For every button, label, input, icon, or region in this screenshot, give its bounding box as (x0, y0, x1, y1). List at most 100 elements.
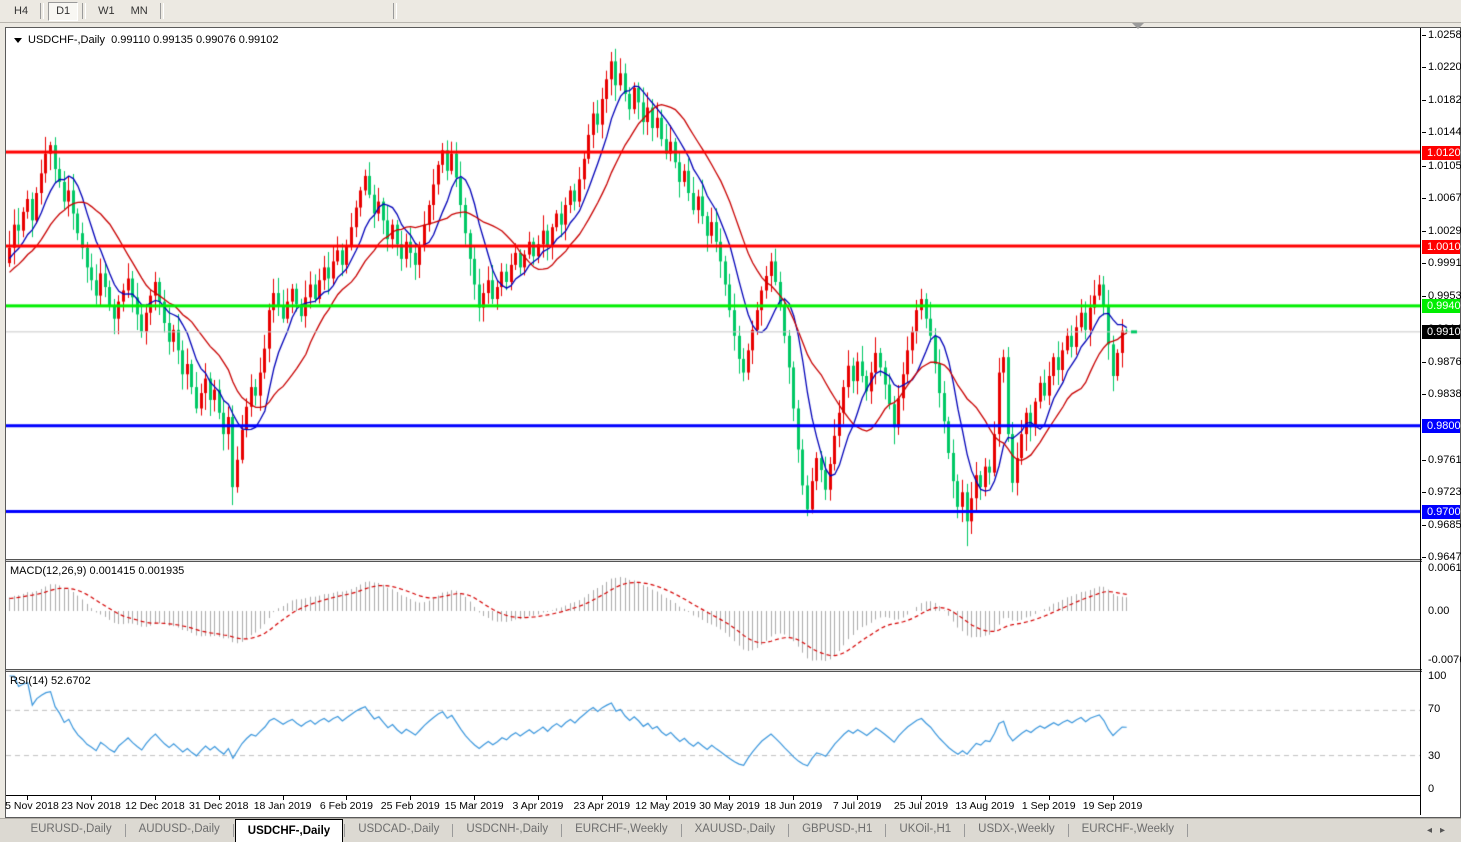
price-axis-tick (1422, 34, 1426, 36)
price-tick-label: 1.02580 (1428, 28, 1461, 41)
price-tick-label: 0.96470 (1428, 551, 1461, 564)
date-tick-label: 7 Jul 2019 (832, 800, 882, 812)
price-tick-label: 1.01050 (1428, 159, 1461, 172)
chart-tab-xauusd-daily[interactable]: XAUUSD-,Daily (694, 823, 776, 835)
rsi-axis-label: 30 (1428, 750, 1441, 762)
price-axis-tick (1422, 394, 1426, 396)
dropdown-triangle-icon[interactable] (14, 38, 22, 43)
date-axis-tick (729, 796, 731, 800)
tab-scroll-right-icon[interactable]: ▸ (1439, 825, 1453, 836)
timeframe-button-h4[interactable]: H4 (14, 5, 29, 17)
macd-panel-canvas[interactable] (6, 562, 1420, 669)
panel-divider[interactable] (6, 669, 1460, 672)
chart-tab-usdcad-daily[interactable]: USDCAD-,Daily (358, 823, 440, 835)
chart-tab-eurchf-weekly[interactable]: EURCHF-,Weekly (575, 823, 668, 835)
date-axis-tick (154, 796, 156, 800)
chart-tab-usdchf-daily[interactable]: USDCHF-,Daily (234, 819, 344, 842)
price-tick-label: 1.01440 (1428, 126, 1461, 139)
tab-separator (1187, 824, 1189, 837)
date-axis-tick (921, 796, 922, 800)
rsi-panel-canvas[interactable] (6, 672, 1420, 794)
price-axis[interactable]: 1.02580 1.02200 1.01820 1.01440 1.01050 1.006… (1422, 28, 1461, 815)
date-axis-tick (91, 796, 93, 800)
tab-separator (124, 824, 126, 837)
tab-separator (788, 824, 790, 837)
price-axis-tick (1422, 295, 1426, 297)
date-tick-label: 18 Jan 2019 (253, 800, 312, 812)
chart-tab-gbpusd-h1[interactable]: GBPUSD-,H1 (802, 823, 873, 835)
current-price-badge: 0.99102 (1422, 325, 1461, 340)
chart-tab-eurchf-weekly[interactable]: EURCHF-,Weekly (1081, 823, 1175, 835)
tab-separator (964, 824, 966, 837)
tab-separator (680, 824, 682, 837)
timeframe-button-mn[interactable]: MN (130, 5, 148, 17)
date-tick-label: 23 Nov 2018 (61, 800, 121, 812)
tab-scroll-left-icon[interactable]: ◂ (1426, 825, 1440, 836)
tab-bar: EURUSD-,Daily AUDUSD-,Daily USDCHF-,Daily U… (0, 818, 1461, 842)
date-axis-tick (282, 796, 284, 800)
date-tick-label: 5 Nov 2018 (5, 800, 59, 812)
chart-tab-audusd-daily[interactable]: AUDUSD-,Daily (138, 823, 220, 835)
price-axis-tick (1422, 459, 1426, 461)
price-level-badge: 1.01205 (1422, 145, 1461, 160)
tab-separator (1067, 824, 1069, 837)
price-level-badge: 0.97001 (1422, 505, 1461, 519)
tab-separator (561, 824, 563, 837)
price-axis-tick (1422, 361, 1426, 363)
price-axis-tick (1422, 492, 1426, 494)
toolbar-separator (159, 3, 164, 19)
date-tick-label: 30 May 2019 (699, 800, 760, 812)
date-tick-label: 25 Feb 2019 (380, 800, 440, 812)
price-tick-label: 1.02200 (1428, 61, 1461, 74)
date-axis-tick (984, 796, 986, 800)
date-axis-tick (601, 796, 603, 800)
price-axis-tick (1422, 198, 1426, 200)
timeframe-button-d1[interactable]: D1 (48, 2, 79, 21)
chart-shift-icon[interactable] (1132, 23, 1144, 29)
panel-divider[interactable] (6, 559, 1460, 562)
tab-separator (344, 824, 346, 837)
date-axis-tick (410, 796, 412, 800)
timeframe-button-w1[interactable]: W1 (98, 5, 115, 17)
date-axis-tick (27, 796, 29, 800)
tab-separator (885, 824, 887, 837)
price-axis-tick (1422, 99, 1426, 101)
price-axis-tick (1422, 165, 1426, 167)
chart-tab-usdcnh-daily[interactable]: USDCNH-,Daily (466, 823, 549, 835)
chart-tab-usdx-weekly[interactable]: USDX-,Weekly (978, 823, 1055, 835)
macd-axis-label: 0.00 (1428, 605, 1450, 617)
price-axis-tick (1422, 557, 1426, 559)
chart-frame: USDCHF-,Daily 0.99110 0.99135 0.99076 0.… (5, 23, 1461, 818)
rsi-axis-label: 0 (1428, 783, 1435, 795)
price-axis-tick (1422, 524, 1426, 526)
price-level-badge: 0.99406 (1422, 299, 1461, 314)
chart-tab-ukoil-h1[interactable]: UKOil-,H1 (899, 823, 952, 835)
tab-separator (452, 824, 454, 837)
price-chart-canvas[interactable] (6, 28, 1420, 559)
date-axis-tick (537, 796, 539, 800)
rsi-axis-label: 70 (1428, 703, 1441, 715)
date-tick-label: 19 Sep 2019 (1082, 800, 1143, 812)
date-tick-label: 23 Apr 2019 (573, 800, 631, 812)
date-tick-label: 1 Sep 2019 (1021, 800, 1076, 812)
axis-border (1420, 28, 1421, 815)
date-tick-label: 6 Feb 2019 (319, 800, 374, 812)
chart-tab-eurusd-daily[interactable]: EURUSD-,Daily (30, 823, 112, 835)
price-tick-label: 1.00670 (1428, 192, 1461, 205)
time-axis[interactable]: 5 Nov 2018 23 Nov 2018 12 Dec 2018 31 Dec 2… (5, 795, 1420, 816)
timeframe-toolbar: H4 D1 W1 MN (0, 0, 1461, 23)
date-axis-tick (665, 796, 667, 800)
symbol-title: USDCHF-,Daily 0.99110 0.99135 0.99076 0.… (14, 34, 279, 46)
date-axis-tick (857, 796, 859, 800)
date-tick-label: 31 Dec 2018 (188, 800, 249, 812)
macd-axis-label: -0.007612 (1428, 654, 1461, 666)
price-axis-tick (1422, 230, 1426, 232)
